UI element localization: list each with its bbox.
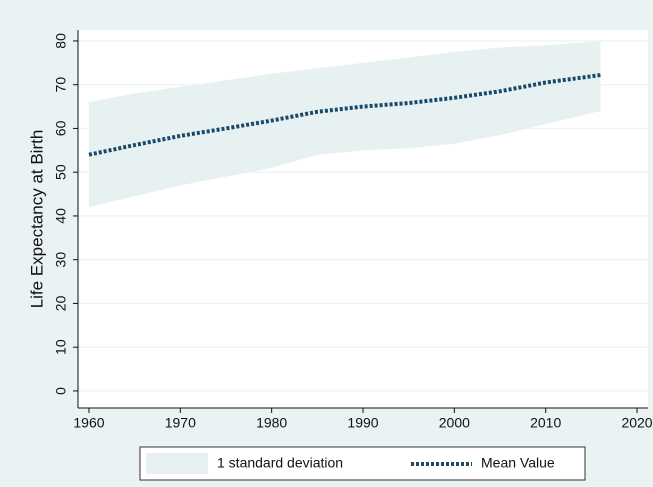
- y-tick-label: 80: [53, 33, 69, 49]
- mean-line: [88, 73, 601, 157]
- x-tick-label: 2010: [530, 415, 561, 431]
- x-tick-label: 1980: [256, 415, 287, 431]
- x-tick-label: 2020: [621, 415, 652, 431]
- sd-band: [88, 40, 601, 208]
- y-tick-label: 50: [53, 164, 69, 180]
- y-tick-label: 60: [53, 120, 69, 136]
- x-tick-label: 1970: [165, 415, 196, 431]
- x-tick-label: 1990: [347, 415, 378, 431]
- x-tick-label: 1960: [73, 415, 104, 431]
- legend: [139, 446, 586, 481]
- y-tick-label: 40: [53, 208, 69, 224]
- legend-label: 1 standard deviation: [217, 455, 343, 471]
- legend-label: Mean Value: [481, 455, 555, 471]
- y-tick-label: 30: [53, 252, 69, 268]
- y-tick-label: 0: [53, 387, 69, 395]
- legend-swatch: [146, 453, 208, 474]
- y-tick-label: 70: [53, 77, 69, 93]
- y-tick-label: 20: [53, 295, 69, 311]
- y-axis-label: Life Expectancy at Birth: [27, 130, 46, 309]
- x-tick-label: 2000: [439, 415, 470, 431]
- y-tick-label: 10: [53, 339, 69, 355]
